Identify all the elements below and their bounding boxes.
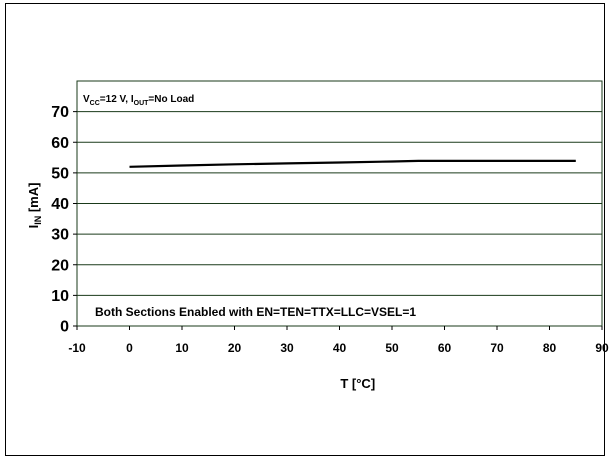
y-tick-label-20: 20 xyxy=(51,257,69,274)
figure-frame xyxy=(5,3,605,456)
x-tick-label-30: 30 xyxy=(280,341,294,355)
enable-note-annotation: Both Sections Enabled with EN=TEN=TTX=LL… xyxy=(95,305,416,319)
conditions-annotation: VCC=12 V, IOUT=No Load xyxy=(83,94,194,107)
y-tick-label-60: 60 xyxy=(51,135,69,152)
y-axis-label: IIN [mA] xyxy=(26,183,43,229)
x-axis-ticks: -10 0 10 20 30 40 50 60 70 80 90 xyxy=(68,326,609,355)
y-tick-label-50: 50 xyxy=(51,165,69,182)
y-tick-label-30: 30 xyxy=(51,227,69,244)
y-axis-ticks: 0 10 20 30 40 50 60 70 xyxy=(51,104,77,336)
y-tick-label-40: 40 xyxy=(51,196,69,213)
y-tick-label-0: 0 xyxy=(60,319,69,336)
y-tick-label-70: 70 xyxy=(51,104,69,121)
y-tick-label-10: 10 xyxy=(51,288,69,305)
grid-lines xyxy=(77,111,602,296)
x-tick-label-80: 80 xyxy=(543,341,557,355)
x-axis-label: T [°C] xyxy=(340,376,375,391)
x-tick-label-10: 10 xyxy=(175,341,189,355)
x-tick-label-20: 20 xyxy=(228,341,242,355)
x-tick-label-70: 70 xyxy=(490,341,504,355)
x-tick-label-0: 0 xyxy=(126,341,133,355)
series-group xyxy=(129,159,576,168)
x-tick-label-60: 60 xyxy=(438,341,452,355)
x-tick-label--10: -10 xyxy=(68,341,86,355)
x-tick-label-90: 90 xyxy=(595,341,609,355)
x-tick-label-40: 40 xyxy=(333,341,347,355)
x-tick-label-50: 50 xyxy=(385,341,399,355)
series-line-0 xyxy=(129,159,576,168)
